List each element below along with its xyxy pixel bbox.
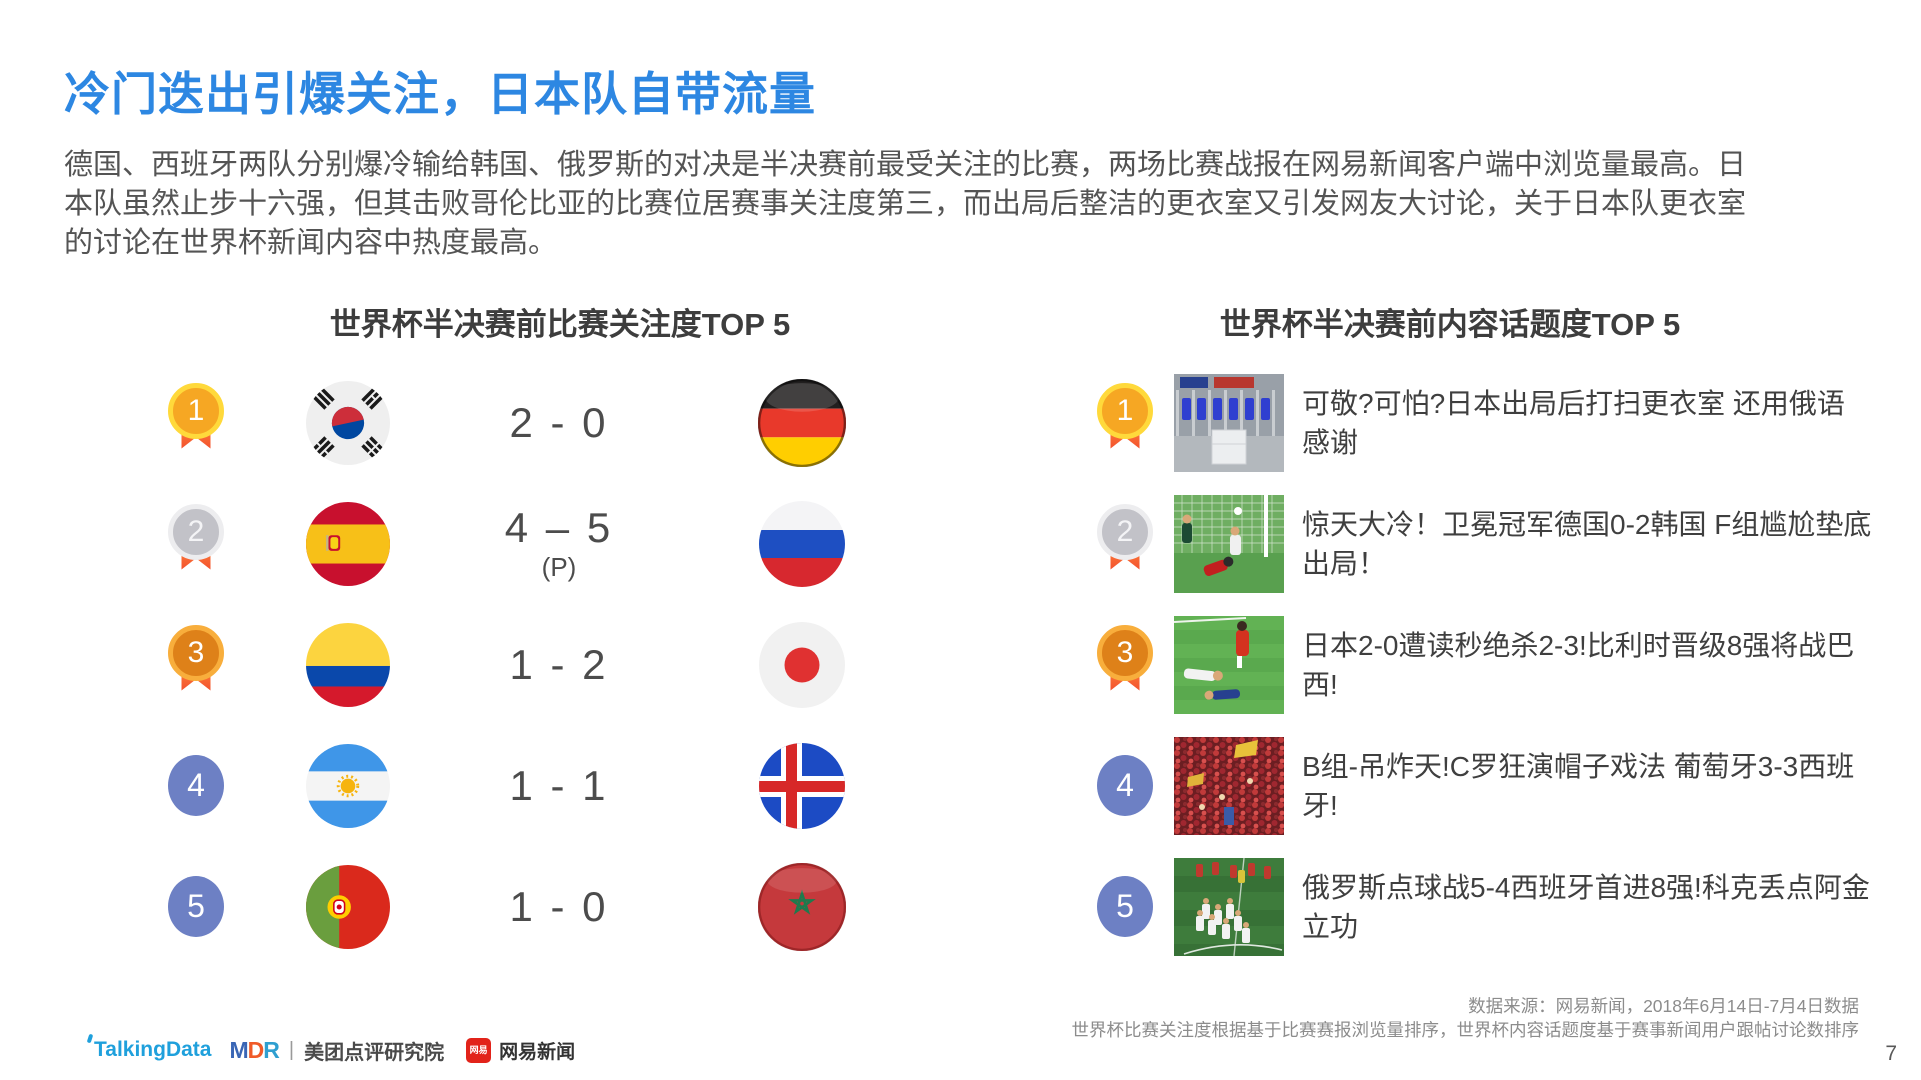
netease-app-icon: 网易 <box>466 1037 492 1063</box>
flag-morocco-icon <box>758 862 846 951</box>
players-down-image <box>1174 615 1284 714</box>
rank-number: 2 <box>187 514 205 548</box>
silver-medal-icon: 2 <box>167 503 225 584</box>
rank-number: 4 <box>187 767 205 803</box>
intro-paragraph: 德国、西班牙两队分别爆冷输给韩国、俄罗斯的对决是半决赛前最受关注的比赛，两场比赛… <box>64 146 1874 263</box>
rank-5-badge: 5 <box>1097 876 1153 937</box>
topic-headline: 俄罗斯点球战5-4西班牙首进8强!科克丢点阿金立功 <box>1302 871 1870 942</box>
mdr-letter-m: M <box>229 1036 248 1063</box>
bronze-medal-icon: 3 <box>167 624 225 705</box>
match-row-3: 3 1 - 2 <box>142 604 932 725</box>
rank-4-badge: 4 <box>1097 755 1153 816</box>
rank-number: 1 <box>1116 393 1134 427</box>
match-score: 2 - 0 <box>509 398 609 446</box>
mdr-letter-r: R <box>263 1036 280 1063</box>
topic-headline: 惊天大冷！卫冕冠军德国0-2韩国 F组尴尬垫底出局！ <box>1302 508 1872 579</box>
topic-ranking-list: 1 可敬?可怕?日本出局后打扫更衣室 还用俄语感谢 2 <box>1092 362 1882 967</box>
rank-number: 3 <box>187 635 205 669</box>
topic-row-4: 4 <box>1092 725 1882 846</box>
meituan-dianping-institute-logo: 美团点评研究院 <box>304 1041 445 1064</box>
match-score: 4 – 5 <box>504 504 614 551</box>
rank-number: 5 <box>1116 888 1134 924</box>
goal-scene-image <box>1174 494 1284 593</box>
netease-news-logo: 网易新闻 <box>499 1041 576 1063</box>
rank-number: 2 <box>1116 514 1134 548</box>
locker-room-image <box>1174 373 1284 472</box>
talkingdata-tick-icon <box>86 1033 94 1044</box>
page-title: 冷门迭出引爆关注，日本队自带流量 <box>64 68 816 120</box>
gold-medal-icon: 1 <box>1096 382 1154 463</box>
mdr-letter-d: D <box>247 1036 265 1063</box>
topic-headline: B组-吊炸天!C罗狂演帽子戏法 葡萄牙3-3西班牙! <box>1302 750 1855 821</box>
rank-number: 5 <box>187 888 205 924</box>
flag-colombia-icon <box>306 622 390 707</box>
rank-4-badge: 4 <box>168 755 224 816</box>
match-row-1: 1 2 <box>142 362 932 483</box>
flag-germany-icon <box>758 378 846 467</box>
flag-spain-icon <box>306 501 390 586</box>
topic-row-5: 5 俄罗斯点球战5-4西班牙首进8强!科克丢点阿金立功 <box>1092 846 1882 967</box>
flag-russia-icon <box>759 500 845 587</box>
left-section-title: 世界杯半决赛前比赛关注度TOP 5 <box>329 307 791 342</box>
topic-row-3: 3 日本2-0遭读秒绝杀2-3!比利时晋级8强将战巴西! <box>1092 604 1882 725</box>
match-ranking-list: 1 2 <box>142 362 932 967</box>
match-score: 1 - 1 <box>509 761 609 809</box>
red-crowd-image <box>1174 736 1284 835</box>
topic-headline: 日本2-0遭读秒绝杀2-3!比利时晋级8强将战巴西! <box>1302 629 1855 700</box>
flag-south-korea-icon <box>306 380 390 465</box>
footer-logos: TalkingData MDR | 美团点评研究院 网易 网易新闻 <box>86 1033 576 1064</box>
logo-separator: | <box>288 1038 295 1061</box>
rank-5-badge: 5 <box>168 876 224 937</box>
match-row-2: 2 4 – 5 (P) <box>142 483 932 604</box>
flag-argentina-icon <box>306 743 390 828</box>
data-source-note: 数据来源：网易新闻，2018年6月14日-7月4日数据 世界杯比赛关注度根据基于… <box>1072 994 1860 1042</box>
intro-line-2: 本队虽然止步十六强，但其击败哥伦比亚的比赛位居赛事关注度第三，而出局后整洁的更衣… <box>64 188 1747 220</box>
source-line-1: 数据来源：网易新闻，2018年6月14日-7月4日数据 <box>1468 996 1859 1016</box>
match-score: 1 - 0 <box>509 882 609 930</box>
rank-number: 4 <box>1116 767 1134 803</box>
talkingdata-logo: TalkingData <box>86 1033 212 1062</box>
match-score: 1 - 2 <box>509 640 609 688</box>
flag-japan-icon <box>759 621 845 708</box>
topic-row-1: 1 可敬?可怕?日本出局后打扫更衣室 还用俄语感谢 <box>1092 362 1882 483</box>
page-number: 7 <box>1885 1042 1897 1065</box>
flag-portugal-icon <box>306 864 390 949</box>
match-row-4: 4 1 - 1 <box>142 725 932 846</box>
topic-row-2: 2 惊天大冷！卫冕冠军德国0-2韩国 F组尴尬垫底出局！ <box>1092 483 1882 604</box>
intro-line-3: 的讨论在世界杯新闻内容中热度最高。 <box>64 227 558 259</box>
rank-number: 3 <box>1116 635 1134 669</box>
flag-iceland-icon <box>759 742 845 829</box>
topic-headline: 可敬?可怕?日本出局后打扫更衣室 还用俄语感谢 <box>1302 387 1845 458</box>
gold-medal-icon: 1 <box>167 382 225 463</box>
silver-medal-icon: 2 <box>1096 503 1154 584</box>
source-line-2: 世界杯比赛关注度根据基于比赛赛报浏览量排序，世界杯内容话题度基于赛事新闻用户跟帖… <box>1071 1020 1860 1040</box>
mdr-logo: MDR <box>229 1036 280 1064</box>
rank-number: 1 <box>187 393 205 427</box>
right-section-title: 世界杯半决赛前内容话题度TOP 5 <box>1219 307 1681 342</box>
talkingdata-logo-text: TalkingData <box>94 1038 212 1061</box>
bronze-medal-icon: 3 <box>1096 624 1154 705</box>
match-row-5: 5 1 - 0 <box>142 846 932 967</box>
team-celebration-image <box>1174 857 1284 956</box>
score-note: (P) <box>541 552 577 582</box>
intro-line-1: 德国、西班牙两队分别爆冷输给韩国、俄罗斯的对决是半决赛前最受关注的比赛，两场比赛… <box>64 149 1747 181</box>
